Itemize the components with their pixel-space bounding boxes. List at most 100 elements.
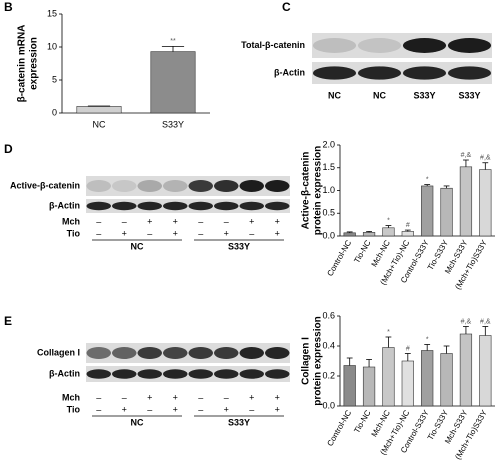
blot-band	[188, 180, 213, 192]
x-tick-label: NC	[93, 119, 106, 129]
blot-strip	[86, 199, 290, 213]
lane-label: NC	[328, 90, 341, 100]
blot-band	[265, 201, 290, 211]
significance-label: #	[406, 222, 410, 229]
blot-band	[86, 347, 111, 359]
treatment-sign: +	[147, 392, 152, 402]
blot-band	[188, 201, 213, 211]
blot-band	[188, 347, 213, 359]
treatment-sign: +	[275, 216, 280, 226]
y-tick-label: 15	[47, 8, 57, 18]
bar	[76, 106, 122, 114]
blot-row-label: β-Actin	[274, 67, 305, 77]
lane-label: S33Y	[413, 90, 435, 100]
treatment-label: Mch	[62, 392, 80, 402]
treatment-sign: –	[198, 404, 203, 414]
significance-label: *	[426, 336, 429, 343]
panel-letter: C	[282, 0, 291, 14]
y-axis-label: protein expression	[313, 316, 324, 405]
y-tick-label: 10	[47, 41, 57, 51]
treatment-sign: –	[224, 216, 229, 226]
treatment-sign: +	[147, 216, 152, 226]
treatment-sign: –	[122, 392, 127, 402]
bar	[479, 169, 492, 237]
treatment-sign: +	[275, 228, 280, 238]
significance-label: #,&	[461, 318, 472, 325]
blot-band	[86, 369, 111, 379]
blot-band	[137, 369, 162, 379]
treatment-sign: –	[198, 228, 203, 238]
blot-band	[265, 347, 290, 359]
blot-row-label: Total-β-catenin	[241, 40, 305, 50]
treatment-label: Tio	[67, 404, 81, 414]
treatment-sign: +	[173, 228, 178, 238]
blot-band	[312, 38, 357, 53]
treatment-sign: –	[96, 228, 101, 238]
bar	[382, 227, 395, 237]
y-axis-label: Active-β-catenin	[301, 152, 312, 230]
y-tick-label: 0.0	[322, 230, 335, 240]
group-label: NC	[131, 417, 144, 427]
y-tick-label: 0.0	[322, 400, 335, 410]
blot-band	[357, 66, 402, 80]
group-label: NC	[131, 241, 144, 251]
blot-strip	[312, 62, 492, 84]
lane-label: NC	[373, 90, 386, 100]
blot-band	[214, 369, 239, 379]
bar	[382, 347, 395, 407]
treatment-sign: –	[96, 404, 101, 414]
blot-row-label: β-Actin	[49, 200, 80, 210]
treatment-sign: –	[147, 404, 152, 414]
panel-letter: E	[4, 314, 12, 328]
blot-band	[239, 201, 264, 211]
bar	[343, 365, 356, 407]
blot-band	[214, 180, 239, 192]
treatment-sign: –	[249, 404, 254, 414]
blot-band	[163, 347, 188, 359]
bar	[421, 185, 434, 237]
treatment-sign: –	[96, 392, 101, 402]
treatment-label: Tio	[67, 228, 81, 238]
blot-band	[447, 38, 492, 53]
blot-band	[137, 347, 162, 359]
blot-band	[112, 180, 137, 192]
treatment-sign: +	[275, 404, 280, 414]
significance-label: *	[426, 176, 429, 183]
x-tick-label: S33Y	[162, 119, 184, 129]
treatment-sign: –	[198, 392, 203, 402]
group-label: S33Y	[228, 417, 250, 427]
treatment-sign: +	[224, 404, 229, 414]
bar	[362, 232, 376, 237]
significance-label: *	[387, 217, 390, 224]
treatment-sign: –	[224, 392, 229, 402]
blot-strip	[86, 366, 290, 382]
blot-band	[112, 201, 137, 211]
treatment-sign: +	[173, 216, 178, 226]
blot-band	[265, 369, 290, 379]
blot-band	[163, 369, 188, 379]
y-tick-label: 0.5	[322, 208, 335, 218]
blot-band	[163, 201, 188, 211]
treatment-sign: –	[198, 216, 203, 226]
bar	[401, 360, 414, 407]
bar	[421, 350, 434, 407]
y-tick-label: 0.4	[322, 340, 335, 350]
blot-band	[402, 66, 447, 80]
treatment-sign: –	[147, 228, 152, 238]
bar	[362, 366, 376, 407]
blot-band	[86, 201, 111, 211]
treatment-label: Mch	[62, 216, 80, 226]
significance-label: #,&	[461, 152, 472, 159]
bar	[150, 51, 196, 114]
bar	[459, 333, 473, 407]
blot-band	[188, 369, 213, 379]
blot-band	[265, 180, 290, 192]
blot-band	[137, 180, 162, 192]
bar	[343, 232, 356, 237]
treatment-sign: –	[122, 216, 127, 226]
y-axis-label: Collagen I	[301, 337, 312, 385]
significance-label: #	[406, 345, 410, 352]
x-tick-label: Tio-NC	[352, 408, 372, 434]
